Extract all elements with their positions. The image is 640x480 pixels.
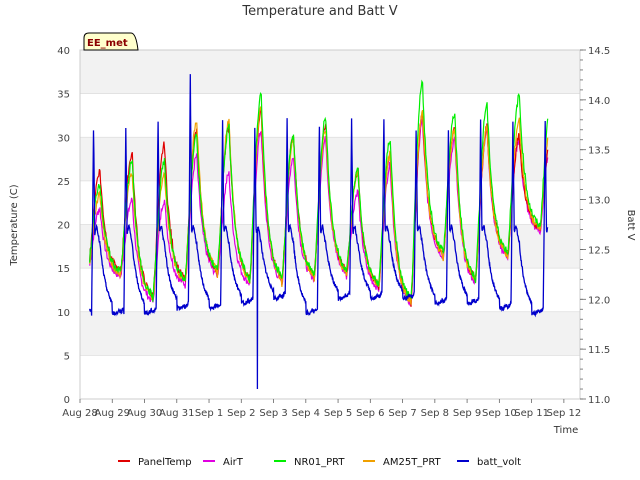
station-badge: EE_met bbox=[83, 32, 139, 51]
x-tick-label: Aug 28 bbox=[62, 408, 97, 419]
x-tick-label: Sep 7 bbox=[388, 408, 416, 419]
y-axis-ticks: 0 5 10 15 20 25 30 35 40 bbox=[57, 46, 70, 406]
chart-title: Temperature and Batt V bbox=[241, 4, 397, 19]
x-tick-label: Sep 6 bbox=[356, 408, 384, 419]
legend-label-batt_volt: batt_volt bbox=[477, 457, 521, 468]
y2-tick-label: 11.0 bbox=[588, 395, 610, 406]
y-tick-label: 0 bbox=[64, 395, 70, 406]
x-tick-label: Aug 31 bbox=[159, 408, 194, 419]
legend: PanelTemp AirT NR01_PRT AM25T_PRT batt_volt bbox=[118, 457, 521, 468]
y-tick-label: 25 bbox=[57, 177, 70, 188]
plot-frame bbox=[79, 49, 581, 400]
y2-axis-label: Batt V bbox=[625, 210, 636, 241]
x-axis-label: Time bbox=[553, 425, 578, 436]
plot-band bbox=[80, 50, 580, 94]
x-tick-label: Sep 5 bbox=[324, 408, 352, 419]
legend-label-airt: AirT bbox=[223, 457, 244, 468]
x-tick-label: Aug 30 bbox=[127, 408, 162, 419]
plot-band bbox=[80, 93, 580, 138]
y2-tick-label: 14.5 bbox=[588, 46, 610, 57]
y-tick-label: 30 bbox=[57, 133, 70, 144]
y-axis-label: Temperature (C) bbox=[9, 184, 20, 266]
plot-band bbox=[80, 311, 580, 356]
y2-tick-label: 14.0 bbox=[588, 96, 610, 107]
x-tick-label: Sep 8 bbox=[421, 408, 449, 419]
x-tick-label: Sep 9 bbox=[453, 408, 481, 419]
series-lines bbox=[89, 74, 549, 390]
x-tick-label: Aug 29 bbox=[95, 408, 130, 419]
x-tick-label: Sep 10 bbox=[482, 408, 517, 419]
station-badge-text: EE_met bbox=[87, 38, 128, 49]
y-tick-label: 10 bbox=[57, 308, 70, 319]
y-tick-label: 5 bbox=[64, 351, 70, 362]
legend-label-am25t_prt: AM25T_PRT bbox=[383, 457, 442, 468]
plot-band bbox=[80, 137, 580, 181]
y2-tick-label: 13.5 bbox=[588, 146, 610, 157]
plot-band bbox=[80, 268, 580, 312]
y2-axis-ticks: 11.0 11.5 12.0 12.5 13.0 13.5 14.0 14.5 bbox=[580, 46, 610, 406]
x-tick-label: Sep 2 bbox=[227, 408, 255, 419]
series-line-batt-volt bbox=[89, 74, 549, 390]
y-tick-label: 35 bbox=[57, 90, 70, 101]
y2-tick-label: 13.0 bbox=[588, 196, 610, 207]
x-tick-label: Sep 3 bbox=[259, 408, 287, 419]
y-tick-label: 20 bbox=[57, 221, 70, 232]
y-tick-label: 40 bbox=[57, 46, 70, 57]
legend-label-paneltemp: PanelTemp bbox=[138, 457, 192, 468]
legend-label-nr01_prt: NR01_PRT bbox=[294, 457, 345, 468]
y2-tick-label: 11.5 bbox=[588, 345, 610, 356]
x-tick-label: Sep 1 bbox=[195, 408, 223, 419]
x-tick-label: Sep 12 bbox=[546, 408, 581, 419]
x-tick-label: Sep 4 bbox=[292, 408, 320, 419]
y2-tick-label: 12.0 bbox=[588, 295, 610, 306]
plot-band bbox=[80, 355, 580, 399]
x-tick-label: Sep 11 bbox=[514, 408, 549, 419]
y-tick-label: 15 bbox=[57, 264, 70, 275]
y2-tick-label: 12.5 bbox=[588, 245, 610, 256]
